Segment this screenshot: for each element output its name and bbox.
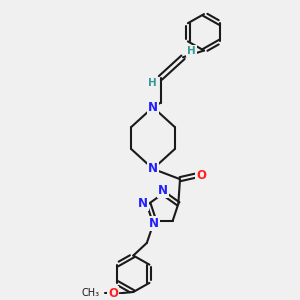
Text: O: O bbox=[108, 287, 118, 300]
Text: N: N bbox=[148, 101, 158, 114]
Text: N: N bbox=[138, 197, 148, 210]
Text: O: O bbox=[196, 169, 206, 182]
Text: H: H bbox=[148, 78, 157, 88]
Text: CH₃: CH₃ bbox=[81, 288, 99, 298]
Text: N: N bbox=[149, 217, 159, 230]
Text: N: N bbox=[148, 162, 158, 176]
Text: N: N bbox=[158, 184, 168, 197]
Text: H: H bbox=[187, 46, 196, 56]
